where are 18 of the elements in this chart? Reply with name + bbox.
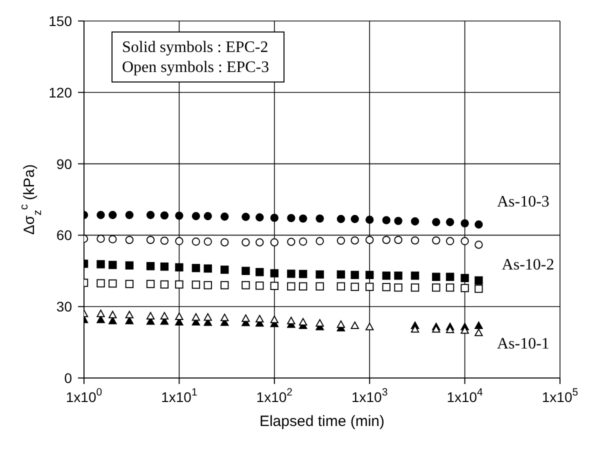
annotation: As-10-2 [502,256,554,274]
x-tick-label: 1x10$^{5}$ [542,386,578,405]
x-tick-label: 1x10$^{2}$ [256,386,293,405]
annotation: Solid symbols : EPC-2 [122,39,268,56]
x-tick-label: 1x10$^{0}$ [66,386,102,405]
y-tick-label: 30 [56,298,72,315]
annotation: As-10-3 [496,193,550,210]
x-tick-label: 1x10$^{4}$ [446,386,484,405]
x-axis-title: Elapsed time (min) [259,413,385,430]
x-tick-label: 1x10$^{1}$ [161,386,198,405]
y-tick-label: 90 [56,156,72,172]
x-tick-label: 1x10$^{3}$ [352,386,388,405]
y-tick-label: 0 [64,370,72,386]
y-tick-label: 120 [48,84,72,100]
y-tick-label: 150 [48,13,72,29]
annotation: Open symbols : EPC-3 [122,59,270,76]
y-tick-label: 60 [56,227,72,244]
annotation: As-10-1 [496,336,550,353]
